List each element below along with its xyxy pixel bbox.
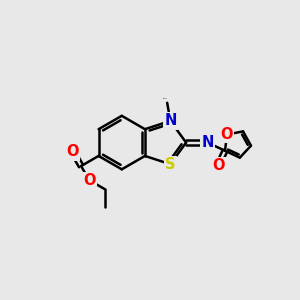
Text: N: N [201,135,214,150]
Text: O: O [83,173,95,188]
Text: O: O [212,158,224,173]
Text: O: O [221,127,233,142]
Text: S: S [165,157,175,172]
Text: O: O [67,144,79,159]
Text: methyl: methyl [163,98,168,99]
Text: N: N [164,113,177,128]
